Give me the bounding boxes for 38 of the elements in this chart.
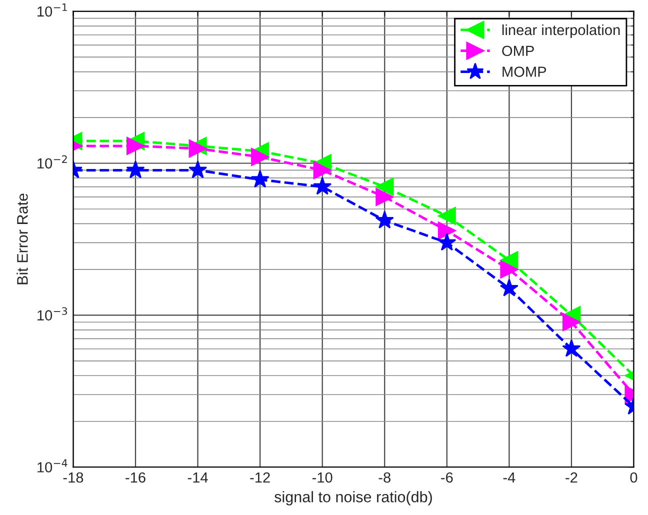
- x-tick-label: -14: [188, 472, 208, 483]
- y-tick-label: 10$^{−2}$: [38, 155, 67, 169]
- point: [438, 222, 456, 240]
- point: [562, 313, 580, 332]
- x-tick-label: -2: [566, 472, 578, 483]
- x-tick-label: -10: [312, 472, 332, 483]
- x-tick-label: -12: [250, 472, 270, 483]
- x-tick-label: 0: [630, 472, 638, 483]
- point: [500, 251, 518, 270]
- x-axis-title: signal to noise ratio(db): [274, 491, 432, 506]
- point: [251, 148, 270, 166]
- legend-label: MOMP: [502, 66, 546, 77]
- point: [438, 232, 456, 251]
- x-tick-label: -4: [503, 472, 516, 483]
- x-tick-label: -18: [63, 472, 84, 483]
- point: [376, 188, 394, 206]
- point: [188, 140, 207, 158]
- point: [562, 339, 581, 357]
- y-axis-title: Bit Error Rate: [16, 194, 28, 284]
- legend-label: linear interpolation: [502, 24, 620, 38]
- y-tick-label: 10$^{−4}$: [38, 459, 68, 472]
- x-tick-label: -6: [441, 472, 453, 483]
- point: [126, 160, 145, 178]
- point: [375, 210, 394, 228]
- point: [313, 161, 332, 180]
- point: [438, 206, 456, 225]
- x-tick-label: -16: [126, 472, 146, 483]
- point: [376, 178, 394, 196]
- legend-label: OMP: [502, 46, 534, 56]
- y-tick-label: 10$^{−3}$: [38, 307, 68, 320]
- point: [250, 170, 270, 188]
- point: [313, 177, 332, 195]
- point: [188, 160, 208, 178]
- point: [500, 278, 518, 296]
- point: [500, 260, 518, 278]
- x-tick-label: -8: [378, 472, 390, 483]
- y-tick-label: 10$^{−1}$: [38, 3, 67, 17]
- point: [126, 136, 145, 155]
